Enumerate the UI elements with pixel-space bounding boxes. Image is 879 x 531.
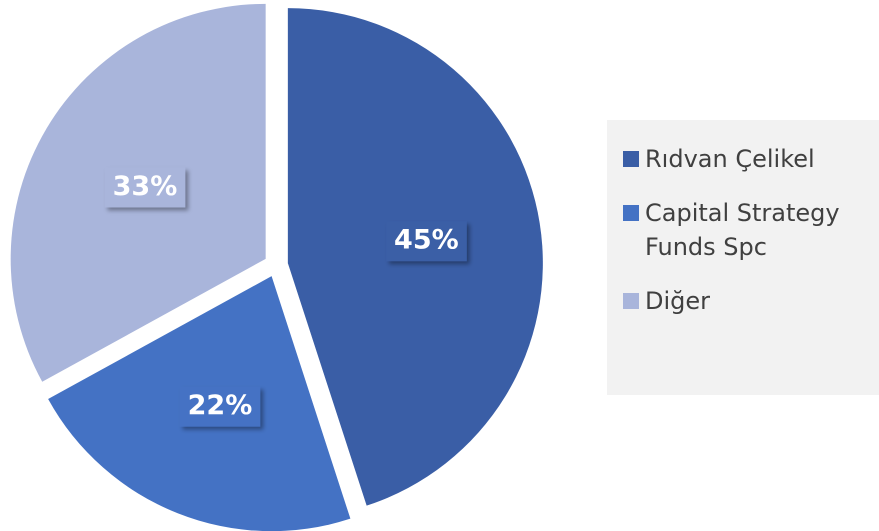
data-label: 45% [394, 225, 459, 256]
data-label-group: 45% [386, 221, 467, 262]
legend-item: Diğer [623, 284, 879, 318]
data-label-group: 22% [179, 386, 261, 427]
legend-label: Diğer [645, 287, 711, 315]
data-label: 22% [188, 390, 253, 421]
legend-swatch [623, 205, 639, 221]
legend-swatch [623, 293, 639, 309]
legend: Rıdvan Çelikel Capital Strategy Funds Spc… [607, 120, 879, 395]
legend-item: Rıdvan Çelikel [623, 142, 879, 176]
data-label-box [386, 221, 467, 262]
legend-label: Rıdvan Çelikel [645, 145, 815, 173]
data-label-group: 33% [104, 167, 186, 208]
legend-label: Capital Strategy Funds Spc [645, 199, 840, 261]
data-label-box [104, 167, 186, 208]
data-label-box [179, 386, 261, 427]
legend-swatch [623, 151, 639, 167]
legend-item: Capital Strategy Funds Spc [623, 196, 879, 264]
data-label: 33% [113, 171, 178, 202]
